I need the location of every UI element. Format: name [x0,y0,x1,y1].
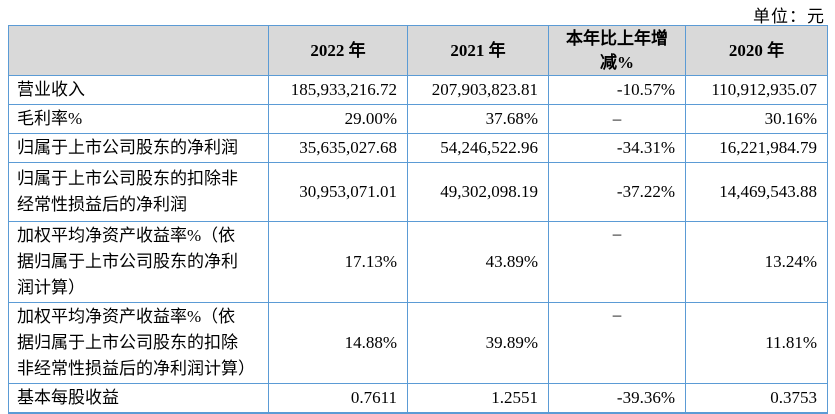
financial-summary-table: 2022 年 2021 年 本年比上年增 减% 2020 年 营业收入 185,… [8,25,828,414]
cell-2021: 207,903,823.81 [407,75,549,105]
cell-2022: 185,933,216.72 [268,75,408,105]
cell-change: -39.36% [548,383,686,414]
cell-2022: 29.00% [268,104,408,134]
header-row: 2022 年 2021 年 本年比上年增 减% 2020 年 [8,25,828,76]
cell-2022: 14.88% [268,302,408,384]
table-row-basic-eps: 基本每股收益 0.7611 1.2551 -39.36% 0.3753 [8,383,828,414]
cell-2020: 30.16% [685,104,828,134]
cell-2022: 0.7611 [268,383,408,414]
cell-2021: 37.68% [407,104,549,134]
row-label: 归属于上市公司股东的扣除非经常性损益后的净利润 [8,162,269,222]
table-row-weighted-roe: 加权平均净资产收益率%（依据归属于上市公司股东的净利润计算） 17.13% 43… [8,221,828,303]
table-row-net-profit: 归属于上市公司股东的净利润 35,635,027.68 54,246,522.9… [8,133,828,163]
cell-2021: 43.89% [407,221,549,303]
cell-change: – [548,302,686,384]
cell-2022: 35,635,027.68 [268,133,408,163]
table-row-gross-margin: 毛利率% 29.00% 37.68% – 30.16% [8,104,828,134]
table-row-net-profit-excl-nonrecurring: 归属于上市公司股东的扣除非经常性损益后的净利润 30,953,071.01 49… [8,162,828,222]
cell-change: -34.31% [548,133,686,163]
cell-2020: 13.24% [685,221,828,303]
cell-2020: 14,469,543.88 [685,162,828,222]
col-header-2022: 2022 年 [268,25,408,76]
col-header-blank [8,25,269,76]
col-header-2020: 2020 年 [685,25,828,76]
cell-change: -10.57% [548,75,686,105]
cell-2020: 110,912,935.07 [685,75,828,105]
table-row-weighted-roe-excl-nonrecurring: 加权平均净资产收益率%（依据归属于上市公司股东的扣除非经常性损益后的净利润计算）… [8,302,828,384]
cell-2020: 16,221,984.79 [685,133,828,163]
cell-2020: 0.3753 [685,383,828,414]
cell-2021: 1.2551 [407,383,549,414]
cell-2021: 54,246,522.96 [407,133,549,163]
row-label: 毛利率% [8,104,269,134]
cell-2022: 17.13% [268,221,408,303]
unit-label: 单位：元 [753,7,825,26]
cell-2021: 39.89% [407,302,549,384]
row-label: 营业收入 [8,75,269,105]
row-label: 加权平均净资产收益率%（依据归属于上市公司股东的扣除非经常性损益后的净利润计算） [8,302,269,384]
col-header-yoy-change: 本年比上年增 减% [548,25,686,76]
cell-change: -37.22% [548,162,686,222]
cell-2021: 49,302,098.19 [407,162,549,222]
row-label: 归属于上市公司股东的净利润 [8,133,269,163]
col-header-2021: 2021 年 [407,25,549,76]
table-row-revenue: 营业收入 185,933,216.72 207,903,823.81 -10.5… [8,75,828,105]
row-label: 基本每股收益 [8,383,269,414]
cell-2020: 11.81% [685,302,828,384]
cell-change: – [548,221,686,303]
cell-change: – [548,104,686,134]
row-label: 加权平均净资产收益率%（依据归属于上市公司股东的净利润计算） [8,221,269,303]
cell-2022: 30,953,071.01 [268,162,408,222]
